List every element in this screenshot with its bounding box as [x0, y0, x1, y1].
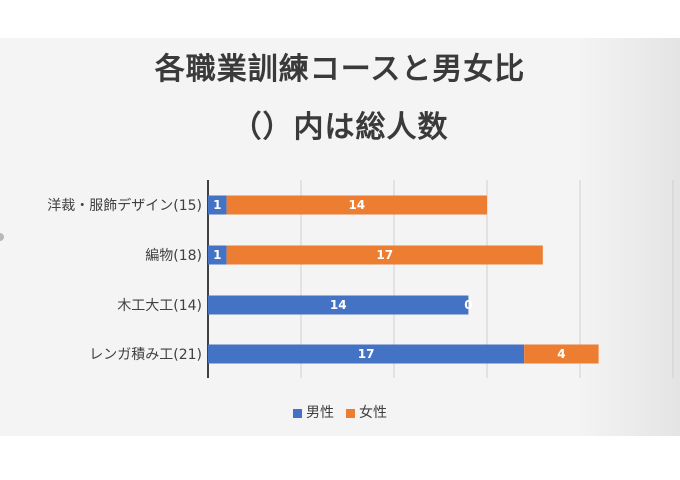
- chart-subtitle: （）内は総人数: [231, 110, 449, 145]
- legend-item: 男性: [293, 402, 334, 422]
- bar-male: [208, 195, 227, 215]
- bar-female: [226, 195, 487, 215]
- bar-male: [208, 245, 227, 265]
- bar-female: [524, 344, 599, 364]
- data-label: 1: [213, 198, 221, 212]
- legend-label: 女性: [359, 405, 387, 421]
- edge-marker: [0, 233, 4, 241]
- bar-female: [226, 245, 543, 265]
- category-label: 木工大工(14): [117, 298, 202, 314]
- chart-title: 各職業訓練コースと男女比: [154, 52, 526, 87]
- category-label: 編物(18): [145, 248, 202, 264]
- legend-swatch: [293, 408, 302, 418]
- legend-label: 男性: [306, 405, 334, 421]
- data-label: 14: [348, 198, 365, 212]
- data-label: 1: [213, 248, 221, 262]
- data-label: 0: [464, 298, 472, 312]
- category-label: レンガ積み工(21): [89, 347, 202, 363]
- legend: 男性 女性: [0, 402, 680, 422]
- bar-male: [208, 295, 469, 315]
- data-label: 17: [376, 248, 393, 262]
- data-label: 17: [358, 347, 375, 361]
- data-label: 14: [330, 298, 347, 312]
- bar-male: [208, 344, 525, 364]
- category-label: 洋裁・服飾デザイン(15): [47, 197, 202, 214]
- chart-panel: [0, 38, 680, 436]
- legend-item: 女性: [346, 402, 387, 422]
- data-label: 4: [557, 347, 565, 361]
- legend-swatch: [346, 408, 355, 418]
